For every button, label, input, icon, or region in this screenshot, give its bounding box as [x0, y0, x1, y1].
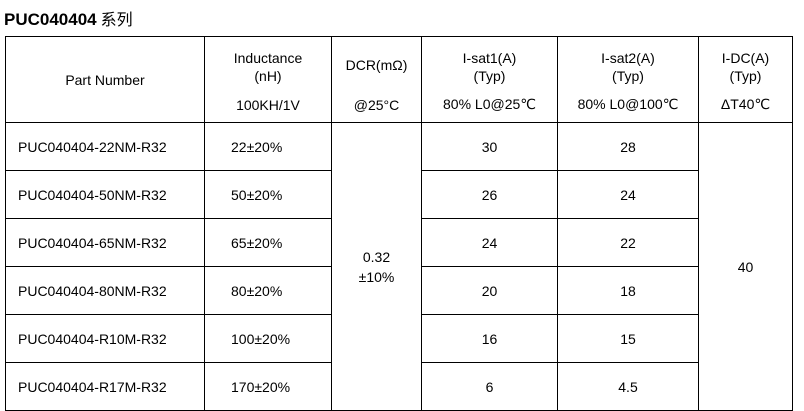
- cell-inductance: 170±20%: [204, 362, 332, 411]
- cell-inductance: 22±20%: [204, 122, 332, 171]
- cell-inductance: 80±20%: [204, 266, 332, 315]
- cell-isat2: 24: [557, 170, 699, 219]
- cell-dcr-value: 0.32: [362, 248, 391, 265]
- cell-isat2: 22: [557, 218, 699, 267]
- header-idc-line1: I-DC(A): [721, 50, 770, 66]
- spec-table: Part Number Inductance (nH) DCR(mΩ) I-sa…: [5, 36, 793, 411]
- header-part-number: Part Number: [5, 36, 205, 123]
- cell-isat1: 20: [421, 266, 558, 315]
- table-row: PUC040404-50NM-R32 50±20% 26 24: [5, 170, 793, 219]
- header-isat2-condition: 80% L0@100℃: [557, 87, 699, 123]
- cell-inductance: 65±20%: [204, 218, 332, 267]
- header-dcr: DCR(mΩ): [331, 36, 422, 87]
- cell-isat2: 4.5: [557, 362, 699, 411]
- cell-part-number: PUC040404-50NM-R32: [5, 170, 205, 219]
- header-inductance: Inductance (nH): [204, 36, 332, 87]
- cell-dcr-tolerance: ±10%: [358, 268, 395, 285]
- cell-dcr-shared: 0.32 ±10%: [331, 122, 422, 411]
- table-row: PUC040404-R10M-R32 100±20% 16 15: [5, 314, 793, 363]
- series-title-suffix: 系列: [100, 10, 133, 29]
- header-isat2: I-sat2(A) (Typ): [557, 36, 699, 87]
- header-inductance-condition: 100KH/1V: [204, 87, 332, 123]
- table-row: PUC040404-R17M-R32 170±20% 6 4.5: [5, 362, 793, 411]
- header-isat2-line2: (Typ): [612, 68, 644, 84]
- cell-part-number: PUC040404-80NM-R32: [5, 266, 205, 315]
- cell-part-number: PUC040404-R17M-R32: [5, 362, 205, 411]
- cell-inductance: 100±20%: [204, 314, 332, 363]
- cell-part-number: PUC040404-22NM-R32: [5, 122, 205, 171]
- header-idc-condition: ΔT40℃: [698, 87, 793, 123]
- cell-isat1: 24: [421, 218, 558, 267]
- header-dcr-condition: @25°C: [331, 87, 422, 123]
- cell-isat1: 30: [421, 122, 558, 171]
- cell-isat2: 18: [557, 266, 699, 315]
- table-row: PUC040404-22NM-R32 22±20% 0.32 ±10% 30 2…: [5, 122, 793, 411]
- table-row: PUC040404-65NM-R32 65±20% 24 22: [5, 218, 793, 267]
- cell-part-number: PUC040404-65NM-R32: [5, 218, 205, 267]
- series-title-main: PUC040404: [4, 10, 97, 29]
- cell-isat2: 15: [557, 314, 699, 363]
- header-idc: I-DC(A) (Typ): [698, 36, 793, 87]
- header-isat1-line1: I-sat1(A): [462, 50, 517, 66]
- cell-isat1: 16: [421, 314, 558, 363]
- header-dcr-line1: DCR(mΩ): [345, 57, 408, 73]
- header-isat2-line1: I-sat2(A): [601, 50, 655, 66]
- header-isat1: I-sat1(A) (Typ): [421, 36, 558, 87]
- header-isat1-condition: 80% L0@25℃: [421, 87, 558, 123]
- cell-idc-shared: 40: [698, 122, 793, 411]
- header-inductance-line2: (nH): [254, 68, 282, 84]
- cell-inductance: 50±20%: [204, 170, 332, 219]
- table-row: PUC040404-80NM-R32 80±20% 20 18: [5, 266, 793, 315]
- header-isat1-line2: (Typ): [473, 68, 506, 84]
- cell-isat1: 26: [421, 170, 558, 219]
- header-idc-line2: (Typ): [729, 68, 762, 84]
- series-title: PUC040404 系列: [4, 9, 133, 31]
- cell-isat1: 6: [421, 362, 558, 411]
- header-inductance-line1: Inductance: [233, 50, 303, 66]
- cell-part-number: PUC040404-R10M-R32: [5, 314, 205, 363]
- cell-isat2: 28: [557, 122, 699, 171]
